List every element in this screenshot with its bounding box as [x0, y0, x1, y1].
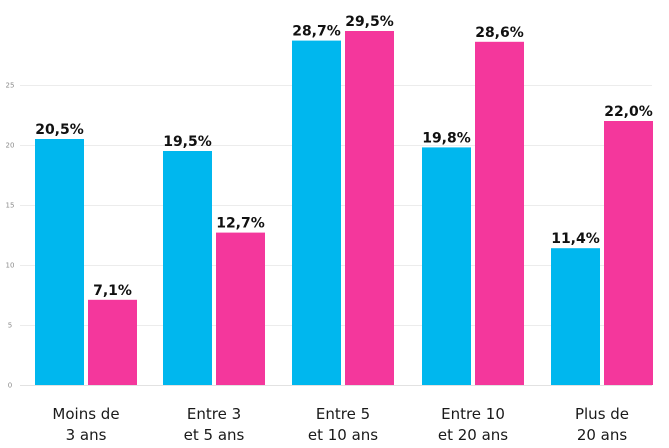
category-label-line: Plus de: [575, 405, 629, 423]
y-tick-label-5: 5: [8, 322, 12, 330]
category-label-line: Entre 3: [187, 405, 241, 423]
category-label-line: 3 ans: [66, 426, 107, 444]
bar-series1-4: [551, 248, 600, 385]
data-label-series1-4: 11,4%: [551, 231, 600, 247]
y-tick-label-0: 0: [8, 382, 12, 390]
category-label-line: Moins de: [52, 405, 119, 423]
data-label-series2-0: 7,1%: [93, 283, 132, 299]
category-label-2: Entre 5 et 10 ans: [308, 405, 378, 444]
bar-series2-2: [345, 31, 394, 385]
data-label-series2-2: 29,5%: [345, 14, 394, 30]
y-tick-label-10: 10: [6, 262, 15, 270]
data-label-series1-1: 19,5%: [163, 134, 212, 150]
bar-series2-1: [216, 232, 265, 385]
bar-series1-2: [292, 40, 341, 385]
bar-series2-3: [475, 41, 524, 386]
bar-series1-0: [35, 139, 84, 385]
category-label-line: et 5 ans: [184, 426, 245, 444]
category-label-0: Moins de 3 ans: [52, 405, 119, 444]
bar-series2-4: [604, 121, 653, 385]
data-label-series1-2: 28,7%: [292, 24, 341, 40]
data-label-series1-3: 19,8%: [422, 130, 471, 146]
category-label-1: Entre 3 et 5 ans: [184, 405, 245, 444]
bar-series1-3: [422, 147, 471, 385]
category-label-3: Entre 10 et 20 ans: [438, 405, 508, 444]
bar-series2-0: [88, 299, 137, 385]
category-label-line: Entre 5: [316, 405, 370, 423]
y-axis-ticks: 0 5 10 15 20 25: [6, 82, 15, 390]
category-label-line: 20 ans: [577, 426, 628, 444]
data-labels: 20,5% 19,5% 28,7% 19,8% 11,4% 7,1% 12,7% 29,5% 2…: [35, 14, 653, 299]
data-label-series2-4: 22,0%: [604, 104, 653, 120]
data-label-series2-1: 12,7%: [216, 216, 265, 232]
category-label-line: et 10 ans: [308, 426, 378, 444]
x-axis-categories: Moins de 3 ans Entre 3 et 5 ans Entre 5 et 10…: [52, 405, 629, 444]
data-label-series2-3: 28,6%: [475, 25, 524, 41]
y-tick-label-20: 20: [6, 142, 15, 150]
y-tick-label-25: 25: [6, 82, 15, 90]
category-label-4: Plus de 20 ans: [575, 405, 629, 444]
bars: [35, 31, 653, 386]
category-label-line: et 20 ans: [438, 426, 508, 444]
category-label-line: Entre 10: [441, 405, 505, 423]
bar-series1-1: [163, 151, 212, 385]
y-tick-label-15: 15: [6, 202, 15, 210]
data-label-series1-0: 20,5%: [35, 122, 84, 138]
